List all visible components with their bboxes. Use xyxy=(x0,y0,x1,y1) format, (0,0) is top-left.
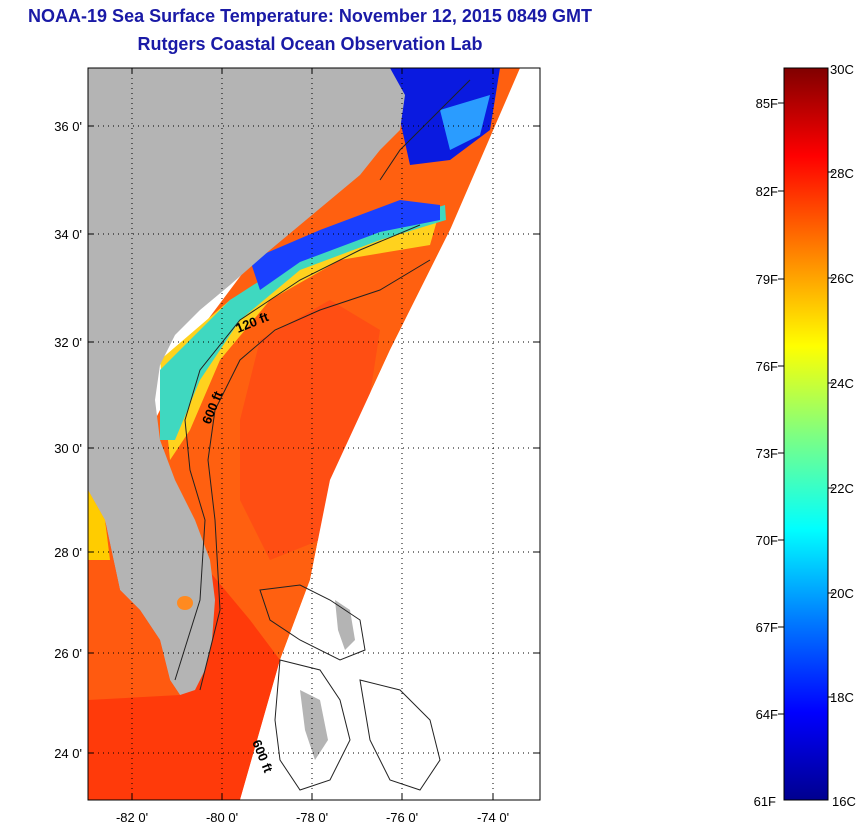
sst-north-cyan xyxy=(440,95,490,150)
cb-c-label-26: 26C xyxy=(830,271,854,286)
lat-label-28: 28 0' xyxy=(54,545,82,560)
lat-label-24: 24 0' xyxy=(54,746,82,761)
contour-bahamas-c xyxy=(359,679,441,791)
cb-f-label-70: 70F xyxy=(756,533,778,548)
contour-north xyxy=(379,79,471,181)
colorbar-ticks xyxy=(778,102,834,715)
map-frame xyxy=(87,67,541,801)
lat-label-34: 34 0' xyxy=(54,227,82,242)
sst-north-blue xyxy=(380,68,500,165)
cb-c-label-30: 30C xyxy=(830,62,854,77)
cb-f-label-76: 76F xyxy=(756,359,778,374)
lon-label-76: -76 0' xyxy=(386,810,418,825)
lat-label-32: 32 0' xyxy=(54,335,82,350)
bahamas-island-2 xyxy=(300,690,328,760)
cb-c-label-28: 28C xyxy=(830,166,854,181)
cb-c-label-24: 24C xyxy=(830,376,854,391)
lake-okeechobee xyxy=(177,596,193,610)
land-southeast-us xyxy=(88,68,405,695)
map-title: NOAA-19 Sea Surface Temperature: Novembe… xyxy=(28,6,592,26)
graticule xyxy=(88,68,540,800)
swath-edge-no-data xyxy=(240,68,540,800)
cb-c-label-22: 22C xyxy=(830,481,854,496)
lon-label-82: -82 0' xyxy=(116,810,148,825)
lat-label-36: 36 0' xyxy=(54,119,82,134)
sst-nearshore-blue xyxy=(250,200,440,290)
lat-label-30: 30 0' xyxy=(54,441,82,456)
lon-label-80: -80 0' xyxy=(206,810,238,825)
gulf-water xyxy=(88,490,180,700)
lat-label-26: 26 0' xyxy=(54,646,82,661)
lon-label-74: -74 0' xyxy=(477,810,509,825)
contour-bahamas-a xyxy=(259,584,366,661)
cb-f-label-85: 85F xyxy=(756,96,778,111)
map-subtitle: Rutgers Coastal Ocean Observation Lab xyxy=(137,34,483,54)
cb-f-label-67: 67F xyxy=(756,620,778,635)
map-area: 120 ft 600 ft 600 ft xyxy=(88,68,540,800)
cb-f-label-61: 61F xyxy=(754,794,776,809)
cb-f-label-64: 64F xyxy=(756,707,778,722)
cb-c-label-18: 18C xyxy=(830,690,854,705)
sst-shelf-cyan xyxy=(160,205,446,440)
contour-600ft xyxy=(199,259,431,691)
cb-f-label-73: 73F xyxy=(756,446,778,461)
cb-f-label-79: 79F xyxy=(756,272,778,287)
lon-label-78: -78 0' xyxy=(296,810,328,825)
bahamas-island-1 xyxy=(335,600,355,650)
cb-c-label-16: 16C xyxy=(832,794,856,809)
gulf-yellow-band xyxy=(88,490,110,560)
contour-120ft xyxy=(174,224,421,681)
sst-red-core xyxy=(240,300,380,560)
cb-c-label-20: 20C xyxy=(830,586,854,601)
colorbar xyxy=(783,67,829,801)
tick-marks xyxy=(88,68,540,800)
contour-bahamas-b xyxy=(274,659,351,791)
cb-f-label-82: 82F xyxy=(756,184,778,199)
